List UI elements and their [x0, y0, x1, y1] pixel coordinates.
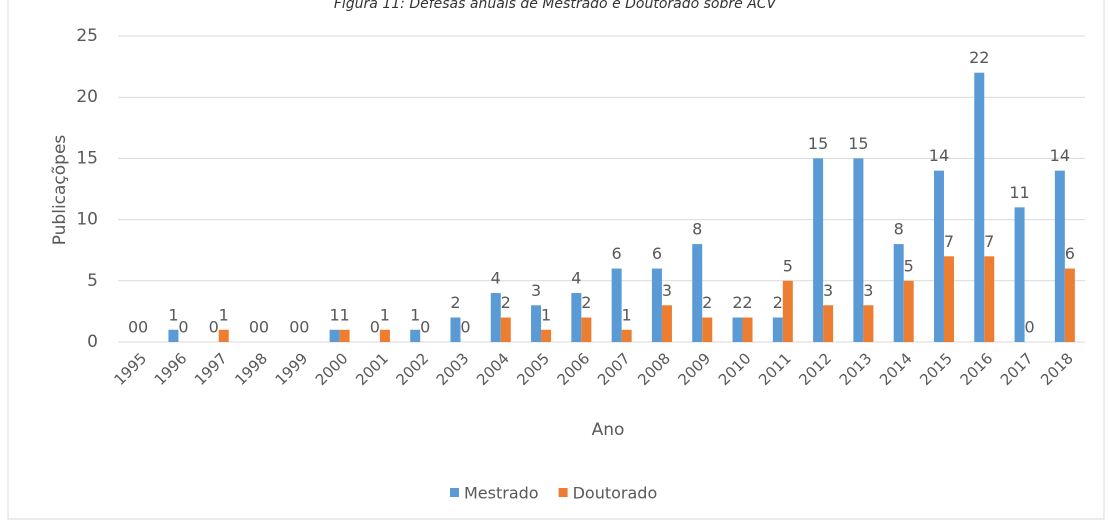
y-tick-label: 25	[76, 26, 98, 46]
bar	[702, 317, 713, 342]
y-tick-label: 20	[76, 87, 98, 107]
data-label: 8	[894, 220, 904, 239]
bar	[581, 317, 592, 342]
data-label: 2	[450, 293, 460, 312]
bar	[500, 317, 511, 342]
legend-label: Doutorado	[573, 484, 658, 503]
bar	[410, 329, 421, 342]
chart-frame	[7, 0, 1105, 520]
data-label: 0	[209, 318, 219, 337]
data-label: 1	[219, 305, 229, 324]
data-label: 2	[742, 293, 752, 312]
data-label: 0	[299, 318, 309, 337]
bar	[1054, 170, 1065, 342]
data-label: 1	[340, 305, 350, 324]
legend-swatch	[450, 488, 459, 497]
data-label: 15	[848, 134, 868, 153]
data-label: 3	[531, 281, 541, 300]
bar	[571, 293, 582, 342]
data-label: 5	[904, 256, 914, 275]
data-label: 1	[330, 305, 340, 324]
bar	[893, 244, 904, 342]
bar	[772, 317, 783, 342]
data-label: 6	[1065, 244, 1075, 263]
data-label: 0	[420, 318, 430, 337]
bar	[1064, 268, 1075, 342]
bar	[329, 329, 340, 342]
data-label: 5	[783, 256, 793, 275]
bar	[974, 72, 985, 342]
y-axis-title: Publicaçõpes	[50, 135, 70, 246]
data-label: 1	[380, 305, 390, 324]
x-axis-title: Ano	[592, 420, 625, 440]
data-label: 0	[249, 318, 259, 337]
data-label: 2	[581, 293, 591, 312]
bar	[903, 280, 914, 342]
bar	[621, 329, 632, 342]
data-label: 1	[410, 305, 420, 324]
data-label: 2	[732, 293, 742, 312]
data-label: 0	[1024, 318, 1034, 337]
data-label: 4	[491, 269, 501, 288]
data-label: 0	[259, 318, 269, 337]
bar	[933, 170, 944, 342]
bar	[732, 317, 743, 342]
bar	[692, 244, 703, 342]
data-label: 0	[460, 318, 470, 337]
data-label: 7	[944, 232, 954, 251]
data-label: 7	[984, 232, 994, 251]
bar	[984, 256, 995, 342]
y-tick-label: 5	[87, 271, 98, 291]
bar	[339, 329, 350, 342]
bar	[490, 293, 501, 342]
data-label: 6	[612, 244, 622, 263]
bar	[813, 158, 824, 342]
chart-title: Figura 11: Defesas anuais de Mestrado e …	[334, 0, 778, 12]
legend-swatch	[558, 488, 568, 497]
bar	[611, 268, 622, 342]
y-tick-label: 10	[76, 210, 98, 230]
data-label: 1	[622, 305, 632, 324]
data-label: 15	[808, 134, 828, 153]
bar	[379, 329, 390, 342]
bar	[651, 268, 662, 342]
data-label: 0	[370, 318, 380, 337]
bar	[661, 305, 672, 342]
data-label: 0	[128, 318, 138, 337]
data-label: 2	[773, 293, 783, 312]
bar	[218, 329, 229, 342]
bar	[863, 305, 874, 342]
data-label: 1	[168, 305, 178, 324]
bar	[1014, 207, 1025, 342]
data-label: 6	[652, 244, 662, 263]
data-label: 0	[289, 318, 299, 337]
legend-label: Mestrado	[464, 484, 539, 503]
y-tick-label: 0	[87, 332, 98, 352]
data-label: 2	[501, 293, 511, 312]
bar	[823, 305, 834, 342]
data-label: 3	[863, 281, 873, 300]
data-label: 2	[702, 293, 712, 312]
bar	[853, 158, 864, 342]
bar	[531, 305, 542, 342]
data-label: 3	[823, 281, 833, 300]
data-label: 4	[571, 269, 581, 288]
data-label: 3	[662, 281, 672, 300]
data-label: 8	[692, 220, 702, 239]
bar	[742, 317, 753, 342]
y-tick-label: 15	[76, 148, 98, 168]
bar	[450, 317, 461, 342]
data-label: 14	[1050, 146, 1070, 165]
data-label: 14	[929, 146, 949, 165]
data-label: 22	[969, 48, 989, 67]
bar	[541, 329, 552, 342]
data-label: 11	[1009, 183, 1029, 202]
data-label: 1	[541, 305, 551, 324]
bar	[782, 280, 793, 342]
data-label: 0	[178, 318, 188, 337]
bar	[943, 256, 954, 342]
data-label: 0	[138, 318, 148, 337]
bar	[168, 329, 179, 342]
